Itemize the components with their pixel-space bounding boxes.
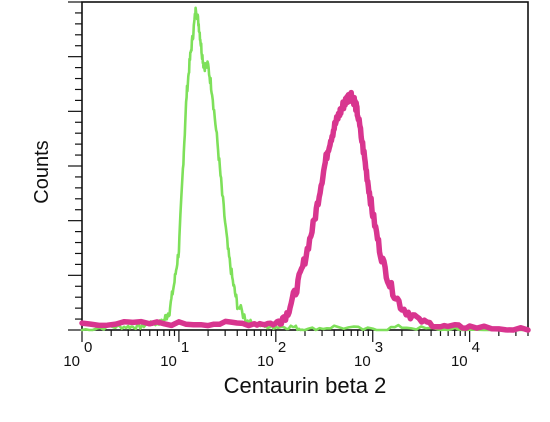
y-axis-ticks: [68, 1, 82, 331]
x-tick-label-exponent: 3: [375, 339, 383, 356]
plot-frame: [81, 1, 529, 331]
x-axis-label: Centaurin beta 2: [224, 373, 387, 398]
x-tick-label-base: 10: [354, 353, 371, 370]
series-layer: [79, 6, 531, 333]
series-line-green: [80, 6, 530, 332]
series-line-magenta: [79, 89, 531, 333]
x-tick-label-base: 10: [63, 353, 80, 370]
y-axis-label: Counts: [31, 140, 53, 203]
x-tick-label-base: 10: [160, 353, 177, 370]
x-tick-label-base: 10: [451, 353, 468, 370]
x-tick-label-exponent: 0: [84, 339, 92, 356]
x-axis-ticks: [81, 330, 529, 342]
x-tick-label-exponent: 1: [181, 339, 189, 356]
x-tick-label-exponent: 2: [278, 339, 286, 356]
x-tick-label-exponent: 4: [472, 339, 480, 356]
x-tick-label-base: 10: [257, 353, 274, 370]
